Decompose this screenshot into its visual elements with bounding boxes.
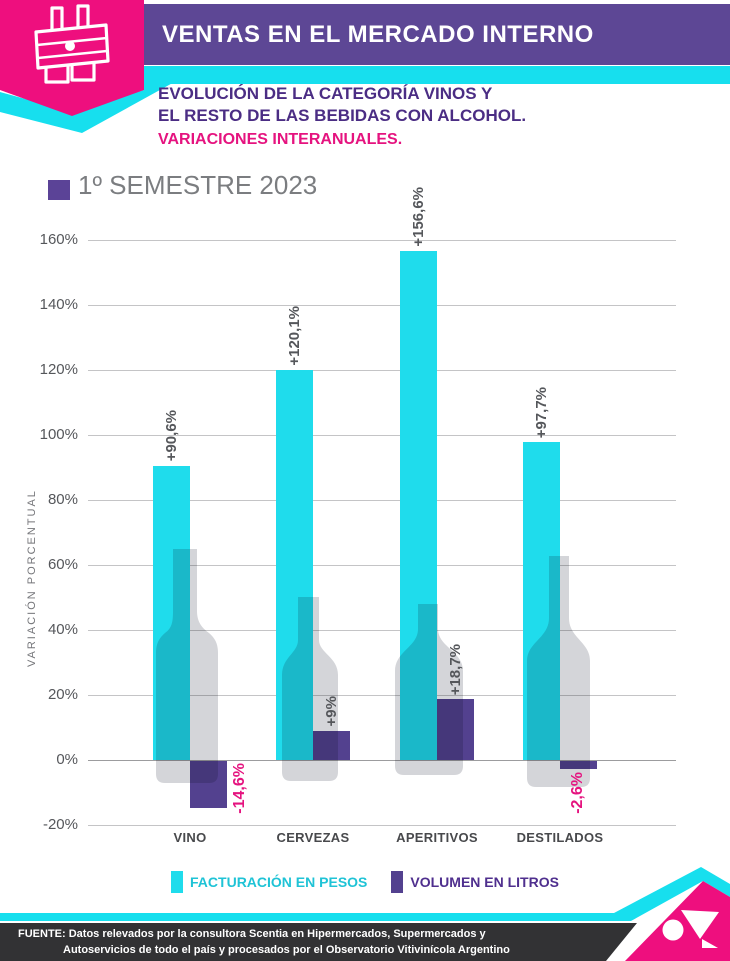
gridline-120% [88,370,676,371]
gridline--20% [88,825,676,826]
value-label--2,6%: -2,6% [568,772,586,815]
y-tick-60%: 60% [47,556,78,573]
y-tick-20%: 20% [47,686,78,703]
y-axis-title: VARIACIÓN PORCENTUAL [26,489,38,667]
header-accent-stripe [0,66,730,84]
gridline-40% [88,630,676,631]
gridline-80% [88,500,676,501]
wine-bottles-banner-icon [34,4,110,84]
volumen-swatch [391,871,404,893]
bar-cervezas-volumen [313,730,350,760]
beer-bottle-silhouette [282,597,338,781]
bar-destilados-facturacion [523,442,560,760]
y-tick-0%: 0% [56,751,78,768]
period-swatch [48,180,70,200]
subtitle-line-1: EVOLUCIÓN DE LA CATEGORÍA VINOS Y [158,84,493,103]
y-tick-80%: 80% [47,491,78,508]
facturacion-swatch [171,871,184,893]
y-tick-40%: 40% [47,621,78,638]
value-label-+156,6%: +156,6% [409,187,427,248]
gridline-60% [88,565,676,566]
y-tick-100%: 100% [39,426,78,443]
gridline-20% [88,695,676,696]
period-label: 1º SEMESTRE 2023 [78,170,318,200]
brand-logo-tile [0,0,144,116]
y-tick--20%: -20% [42,816,78,833]
subtitle-note: VARIACIONES INTERANUALES. [158,131,403,148]
legend-item-volumen: VOLUMEN EN LITROS [391,871,559,893]
page-title: VENTAS EN EL MERCADO INTERNO [162,21,594,48]
value-label--14,6%: -14,6% [231,763,248,814]
footer-decoration [0,867,730,961]
spirits-bottle-silhouette [527,556,590,787]
y-tick-160%: 160% [39,231,78,248]
gridline-100% [88,435,676,436]
value-label-+9%: +9% [322,696,340,727]
bar-aperitivos-volumen [437,699,474,760]
value-label-+18,7%: +18,7% [446,643,464,696]
aperitif-bottle-silhouette [395,604,463,775]
value-label-+97,7%: +97,7% [532,387,550,439]
chart-legend: FACTURACIÓN EN PESOS VOLUMEN EN LITROS [0,871,730,893]
facturacion-label: FACTURACIÓN EN PESOS [190,874,368,890]
subtitle-line-2: EL RESTO DE LAS BEBIDAS CON ALCOHOL. [158,106,527,125]
footer-cyan-band [0,867,730,921]
wine-bottle-silhouette [156,549,218,783]
bar-vino-facturacion [153,465,190,760]
bar-destilados-volumen [560,761,597,770]
gridline-0% [88,760,676,761]
bar-cervezas-facturacion [276,369,313,760]
legend-item-facturacion: FACTURACIÓN EN PESOS [171,871,367,893]
value-label-+120,1%: +120,1% [285,306,303,366]
y-tick-120%: 120% [39,361,78,378]
bar-aperitivos-facturacion [400,251,437,760]
martini-glass-icon [662,910,719,948]
footer-dark-bar [0,923,637,961]
source-text-line-2: Autoservicios de todo el país y procesad… [63,944,510,956]
gridline-140% [88,305,676,306]
value-label-+90,6%: +90,6% [162,410,180,462]
source-text-line-1: FUENTE: Datos relevados por la consultor… [18,928,486,940]
gridline-160% [88,240,676,241]
volumen-label: VOLUMEN EN LITROS [410,874,559,890]
bar-vino-volumen [190,761,227,809]
y-tick-140%: 140% [39,296,78,313]
